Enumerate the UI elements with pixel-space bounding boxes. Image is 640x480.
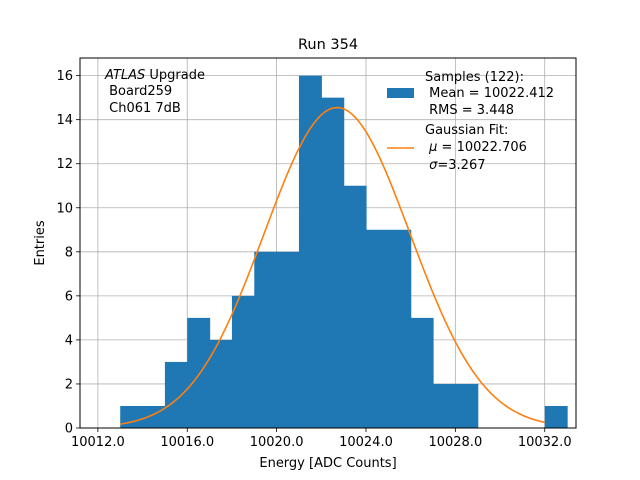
- x-tick-label: 10020.0: [250, 435, 304, 450]
- legend-samples-mean: Mean = 10022.412: [425, 86, 554, 101]
- y-tick-label: 2: [65, 377, 73, 392]
- legend-fit-mu: μ = 10022.706: [425, 140, 527, 155]
- annotation-line-2: Board259: [105, 84, 172, 99]
- gaussian-fit: [120, 106, 545, 425]
- legend-sigma-value: =3.267: [437, 158, 485, 173]
- y-tick-label: 10: [56, 201, 73, 216]
- atlas-annotation: ATLAS Upgrade Board259 Ch061 7dB: [104, 68, 205, 116]
- histogram-bar: [365, 229, 389, 428]
- legend-mu-value: = 10022.706: [437, 140, 526, 155]
- legend-samples-rms: RMS = 3.448: [425, 103, 514, 118]
- x-tick-label: 10032.0: [518, 435, 572, 450]
- histogram-bar: [343, 185, 367, 428]
- axis-ticks: 10012.0 10016.0 10020.0 10024.0 10028.0 10032…: [56, 69, 571, 450]
- y-tick-label: 8: [65, 245, 73, 260]
- histogram-bar: [321, 97, 345, 429]
- x-tick-label: 10024.0: [339, 435, 393, 450]
- x-tick-label: 10028.0: [428, 435, 482, 450]
- legend-sigma-symbol: σ: [429, 158, 438, 173]
- annotation-line-1: ATLAS Upgrade: [104, 68, 205, 83]
- legend-fit-title: Gaussian Fit:: [425, 123, 508, 138]
- annotation-atlas: ATLAS: [104, 68, 145, 83]
- histogram-bar: [164, 361, 188, 428]
- legend-histogram-swatch: [387, 88, 414, 98]
- histogram-bar: [298, 75, 322, 428]
- y-tick-label: 14: [56, 113, 73, 128]
- annotation-upgrade: Upgrade: [145, 68, 205, 83]
- chart-title: Run 354: [298, 37, 358, 53]
- y-tick-label: 0: [65, 422, 73, 437]
- gaussian-fit-curve: [120, 106, 545, 425]
- legend: Samples (122): Mean = 10022.412 RMS = 3.…: [387, 70, 554, 173]
- histogram-bars: [120, 75, 568, 429]
- histogram-bar: [276, 251, 300, 428]
- legend-fit-sigma: σ=3.267: [425, 158, 486, 173]
- histogram-bar: [120, 405, 144, 428]
- y-tick-label: 4: [65, 333, 73, 348]
- histogram-bar: [231, 295, 255, 428]
- x-tick-label: 10016.0: [160, 435, 214, 450]
- annotation-line-3: Ch061 7dB: [105, 101, 181, 116]
- histogram-bar: [410, 317, 434, 428]
- legend-samples-count: Samples (122):: [425, 70, 524, 85]
- histogram-bar: [187, 317, 211, 428]
- histogram-bar: [388, 229, 412, 428]
- y-tick-label: 6: [65, 289, 73, 304]
- histogram-bar: [455, 383, 479, 428]
- x-tick-label: 10012.0: [71, 435, 125, 450]
- legend-mu-symbol: μ: [428, 140, 437, 155]
- histogram-bar: [544, 405, 568, 428]
- y-tick-label: 12: [56, 157, 73, 172]
- plot-frame: [79, 57, 577, 429]
- histogram-bar: [433, 383, 456, 428]
- histogram-bar: [209, 339, 233, 428]
- histogram-bar: [254, 251, 278, 428]
- y-axis-label: Entries: [33, 220, 48, 266]
- x-axis-label: Energy [ADC Counts]: [259, 456, 396, 471]
- y-tick-label: 16: [56, 69, 73, 84]
